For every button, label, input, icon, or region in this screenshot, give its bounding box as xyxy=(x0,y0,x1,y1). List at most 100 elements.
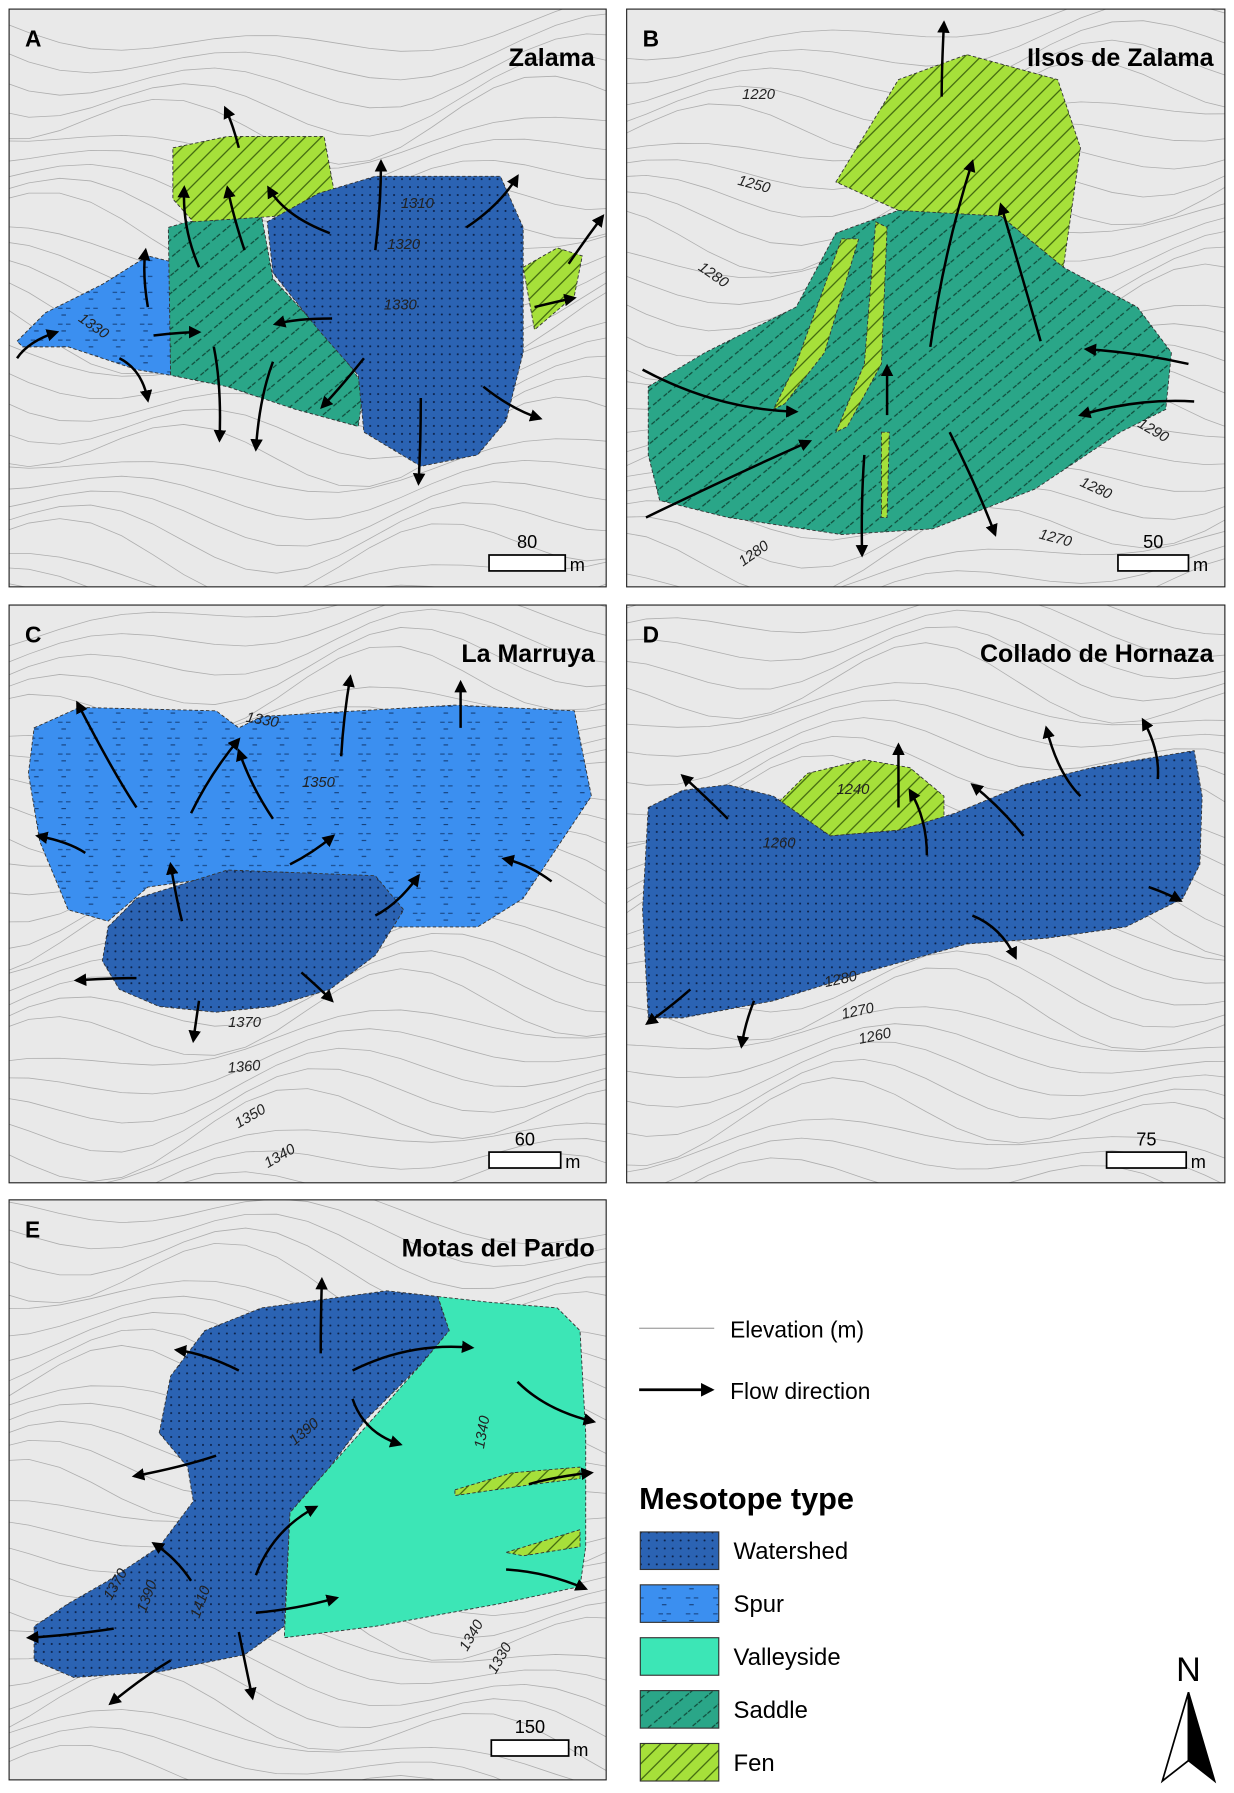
scale-value: 150 xyxy=(515,1717,545,1737)
flow-arrow xyxy=(645,439,813,519)
scale-bar xyxy=(1105,1151,1188,1169)
flow-arrow xyxy=(501,854,553,883)
contour-line xyxy=(9,502,607,574)
fen-area xyxy=(835,221,888,434)
flow-arrow xyxy=(339,674,355,757)
flow-arrow xyxy=(528,1467,594,1486)
flow-arrow xyxy=(223,105,241,149)
contour-line xyxy=(626,967,1225,1051)
contour-line xyxy=(626,1058,1225,1137)
flow-arrow xyxy=(352,1340,475,1372)
flow-arrow xyxy=(1083,343,1189,366)
flow-arrow xyxy=(137,247,151,308)
flow-arrow xyxy=(506,1568,589,1591)
contour-line xyxy=(9,1068,607,1153)
flow-arrow xyxy=(151,1541,193,1582)
contour-line xyxy=(9,608,607,676)
flow-arrow xyxy=(374,873,420,917)
contour-label: 1270 xyxy=(840,1000,876,1023)
legend-swatch xyxy=(639,1742,720,1782)
fen-area xyxy=(522,247,583,331)
flow-arrow xyxy=(254,1505,319,1576)
flow-arrow xyxy=(173,1344,240,1372)
contour-line xyxy=(9,33,607,109)
flow-arrow xyxy=(25,1627,114,1644)
scale-bar xyxy=(490,1739,570,1757)
contour-line xyxy=(9,375,607,460)
flow-arrow xyxy=(1078,399,1195,419)
contour-line xyxy=(9,968,607,1056)
flow-arrow xyxy=(567,214,605,265)
north-right xyxy=(1187,1692,1217,1784)
flow-arrow xyxy=(188,1000,201,1044)
legend: Elevation (m) Flow direction Mesotope type… xyxy=(639,1316,870,1782)
flow-arrow xyxy=(177,185,201,268)
contour-label: 1280 xyxy=(823,968,859,991)
contour-line xyxy=(154,1138,607,1183)
contour-line xyxy=(9,438,607,493)
north-label: N xyxy=(1176,1651,1201,1689)
contour-line xyxy=(626,642,1225,724)
flow-arrow xyxy=(118,357,153,403)
contour-line xyxy=(9,605,607,663)
contour-label: 1320 xyxy=(387,237,421,253)
panel-title: La Marruya xyxy=(461,640,596,668)
contour-line xyxy=(9,9,564,52)
contour-line xyxy=(9,1227,607,1312)
fen-area xyxy=(880,431,890,518)
fen-area xyxy=(454,1466,581,1497)
contour-line xyxy=(9,605,607,647)
flow-arrow xyxy=(1141,717,1160,780)
contour-line xyxy=(626,699,1225,757)
panel-frame xyxy=(8,8,607,588)
fen-area xyxy=(772,238,860,411)
contour-line xyxy=(626,682,1225,728)
fen-area xyxy=(505,1529,581,1557)
contour-line xyxy=(9,1726,503,1780)
panel-letter: E xyxy=(25,1216,40,1242)
contour-line xyxy=(9,1028,607,1095)
flow-arrow xyxy=(212,346,227,443)
north-arrow: N xyxy=(1160,1651,1217,1784)
flow-arrow xyxy=(645,988,692,1026)
legend-swatch xyxy=(639,1690,720,1729)
contour-line xyxy=(626,1041,1225,1108)
legend-label: Fen xyxy=(734,1750,775,1777)
panel-frame xyxy=(626,604,1226,1184)
flow-arrow xyxy=(73,973,137,986)
panel-letter: B xyxy=(643,26,659,52)
flow-arrow xyxy=(736,1000,756,1049)
flow-arrow xyxy=(267,185,331,235)
panel-title: Zalama xyxy=(509,44,596,72)
flow-arrow xyxy=(237,1631,257,1701)
contour-line xyxy=(9,1670,607,1772)
flow-arrow xyxy=(970,783,1025,837)
legend-swatch xyxy=(639,1584,720,1623)
flow-arrow xyxy=(300,971,334,1003)
contour-line xyxy=(9,1213,607,1289)
panel-frame xyxy=(8,1199,607,1781)
flow-arrow xyxy=(482,385,543,422)
contour-line xyxy=(372,1199,607,1245)
contour-line xyxy=(104,1122,607,1183)
flow-arrow xyxy=(641,368,799,418)
contour-line xyxy=(9,1709,575,1780)
flow-arrow xyxy=(908,788,929,856)
flow-arrow xyxy=(189,737,241,814)
panel-frame xyxy=(626,8,1226,588)
contour-line xyxy=(9,950,607,1027)
panel-letter: C xyxy=(25,622,41,648)
contour-line xyxy=(626,605,1225,635)
contour-line xyxy=(626,1023,1225,1078)
legend-title: Mesotope type xyxy=(639,1481,854,1516)
watershed-area xyxy=(33,1290,450,1678)
scale-unit: m xyxy=(565,1152,580,1172)
contour-line xyxy=(9,627,607,705)
contour-line xyxy=(626,605,1225,658)
